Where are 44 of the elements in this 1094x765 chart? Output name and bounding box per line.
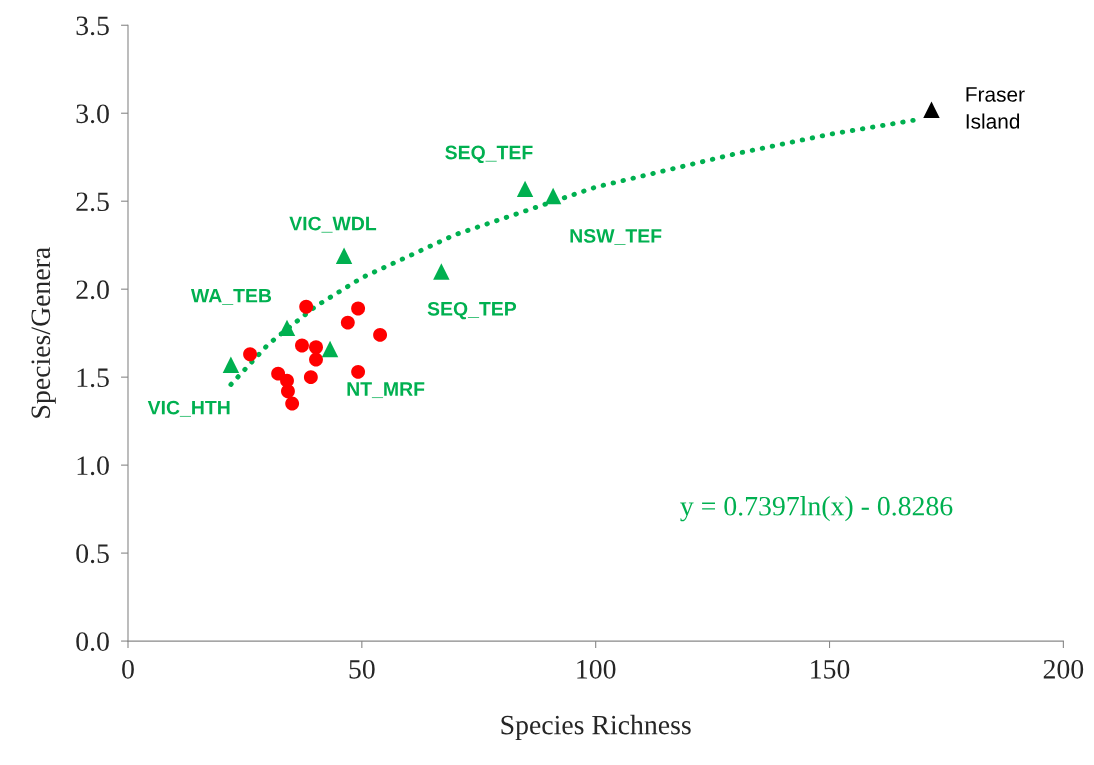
annotation: NSW_TEF: [570, 229, 662, 245]
annotation: VIC_WDL: [289, 216, 377, 233]
x-tick-label: 100: [577, 659, 616, 679]
y-axis-title: Species/Genera: [31, 247, 56, 418]
point: [309, 340, 323, 355]
point: [278, 319, 296, 337]
y-tick-label: 2.5: [76, 192, 109, 212]
point: [295, 338, 309, 353]
annotation: Fraser Island: [966, 87, 1025, 129]
point: [544, 187, 562, 205]
annotation: SEQ_TEF: [445, 145, 533, 164]
y-tick-label: 1.5: [77, 368, 109, 388]
annotation: WA_TEB: [190, 288, 272, 305]
point: [222, 356, 240, 374]
point: [299, 299, 314, 314]
annotation: VIC_HTH: [147, 400, 230, 417]
annotation: y = 0.7397ln(x) - 0.8286: [680, 496, 953, 522]
point: [303, 370, 318, 385]
point: [433, 263, 450, 280]
point: [309, 352, 323, 367]
x-tick-label: 200: [1043, 659, 1084, 679]
y-tick-label: 2.0: [76, 280, 109, 300]
y-tick-label: 1.0: [77, 456, 109, 476]
point: [923, 101, 940, 118]
x-axis-title: Species Richness: [501, 714, 691, 741]
annotation: SEQ_TEP: [427, 301, 517, 320]
point: [281, 384, 295, 399]
point: [243, 347, 258, 362]
annotation: NT_MRF: [347, 382, 425, 399]
x-tick-label: 150: [811, 659, 850, 679]
x-tick-label: 50: [349, 659, 375, 679]
y-tick-label: 0.0: [76, 632, 109, 652]
point: [373, 327, 388, 342]
point: [351, 364, 366, 379]
y-tick-label: 3.5: [76, 16, 109, 36]
point: [351, 301, 366, 316]
y-tick-label: 0.5: [76, 544, 109, 564]
point: [285, 396, 300, 411]
point: [321, 340, 339, 358]
point: [340, 315, 355, 330]
y-tick-label: 3.0: [76, 104, 109, 124]
x-tick-label: 0: [122, 659, 134, 679]
point: [335, 247, 353, 264]
point: [516, 180, 534, 198]
